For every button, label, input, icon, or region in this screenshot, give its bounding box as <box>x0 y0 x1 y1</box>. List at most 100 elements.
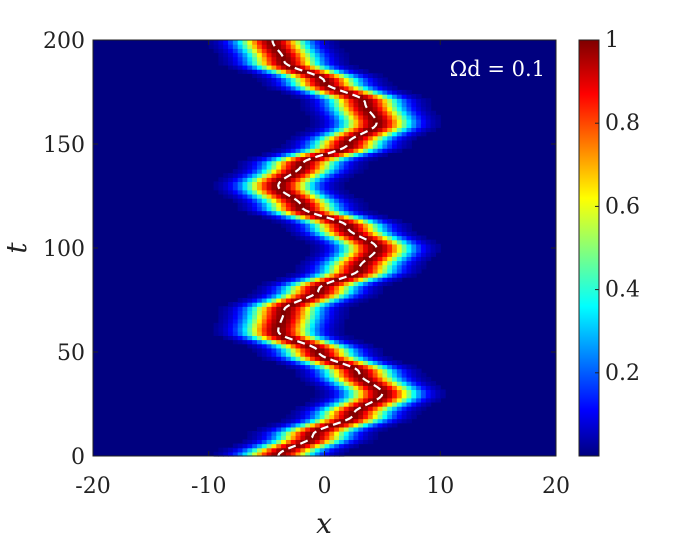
heatmap-cell <box>367 260 374 266</box>
heatmap-cell <box>392 364 398 370</box>
heatmap-cell <box>290 94 297 99</box>
heatmap-cell <box>377 376 383 382</box>
heatmap-cell <box>343 406 350 411</box>
heatmap-cell <box>353 89 359 95</box>
heatmap-cell <box>305 131 311 137</box>
heatmap-cell <box>314 144 321 149</box>
heatmap-cell <box>372 89 379 95</box>
heatmap-cell <box>295 406 301 411</box>
heatmap-cell <box>290 77 297 83</box>
heatmap-cell <box>242 297 248 303</box>
heatmap-cell <box>334 281 340 287</box>
heatmap-cell <box>401 252 408 257</box>
heatmap-cell <box>310 289 316 295</box>
heatmap-cell <box>295 177 301 183</box>
heatmap-cell <box>416 397 422 403</box>
heatmap-cell <box>425 389 432 395</box>
heatmap-cell <box>261 318 268 324</box>
heatmap-cell <box>324 135 330 141</box>
heatmap-cell <box>295 235 301 241</box>
heatmap-cell <box>338 285 345 291</box>
heatmap-cell <box>377 102 383 108</box>
heatmap-cell <box>343 85 350 91</box>
heatmap-cell <box>285 189 292 195</box>
heatmap-cell <box>387 81 393 87</box>
heatmap-cell <box>338 256 345 262</box>
heatmap-cell <box>338 173 345 178</box>
heatmap-cell <box>252 156 258 162</box>
heatmap-cell <box>295 227 301 232</box>
heatmap-cell <box>271 181 277 187</box>
heatmap-cell <box>261 443 268 449</box>
heatmap-cell <box>247 193 253 199</box>
heatmap-cell <box>310 426 316 432</box>
heatmap-cell <box>295 268 301 274</box>
heatmap-cell <box>348 260 355 266</box>
heatmap-cell <box>237 56 244 62</box>
heatmap-cell <box>334 135 340 141</box>
heatmap-cell <box>338 144 345 149</box>
heatmap-cell <box>358 69 364 74</box>
heatmap-cell <box>295 435 301 440</box>
heatmap-cell <box>387 243 393 249</box>
heatmap-cell <box>310 114 316 120</box>
heatmap-cell <box>363 293 369 299</box>
heatmap-cell <box>338 331 345 336</box>
heatmap-cell <box>334 160 340 166</box>
heatmap-cell <box>425 110 432 116</box>
heatmap-cell <box>392 235 398 241</box>
heatmap-cell <box>285 272 292 278</box>
heatmap-cell <box>367 410 374 415</box>
heatmap-cell <box>324 360 330 366</box>
heatmap-cell <box>290 343 297 349</box>
heatmap-cell <box>338 347 345 353</box>
heatmap-cell <box>329 135 335 141</box>
heatmap-cell <box>213 451 219 457</box>
heatmap-cell <box>247 168 253 174</box>
heatmap-cell <box>271 331 277 336</box>
heatmap-cell <box>271 52 277 58</box>
heatmap-cell <box>372 410 379 415</box>
heatmap-cell <box>324 381 330 386</box>
heatmap-cell <box>310 102 316 108</box>
heatmap-cell <box>247 48 253 54</box>
heatmap-cell <box>329 451 335 457</box>
heatmap-cell <box>367 114 374 120</box>
heatmap-cell <box>406 110 412 116</box>
heatmap-cell <box>334 114 340 120</box>
heatmap-cell <box>329 119 335 124</box>
heatmap-cell <box>319 306 326 311</box>
heatmap-cell <box>353 148 359 153</box>
heatmap-cell <box>392 94 398 99</box>
heatmap-cell <box>324 94 330 99</box>
heatmap-cell <box>285 352 292 357</box>
y-axis-label: t <box>0 242 33 254</box>
heatmap-cell <box>290 356 297 361</box>
heatmap-cell <box>314 368 321 374</box>
heatmap-cell <box>348 85 355 91</box>
heatmap-cell <box>285 160 292 166</box>
heatmap-cell <box>338 239 345 245</box>
heatmap-cell <box>420 110 427 116</box>
heatmap-cell <box>290 206 297 212</box>
heatmap-cell <box>285 360 292 366</box>
heatmap-cell <box>367 376 374 382</box>
heatmap-cell <box>281 310 287 316</box>
heatmap-cell <box>290 306 297 311</box>
heatmap-cell <box>358 102 364 108</box>
heatmap-cell <box>252 160 258 166</box>
heatmap-cell <box>276 360 282 366</box>
heatmap-cell <box>338 189 345 195</box>
heatmap-cell <box>343 81 350 87</box>
heatmap-cell <box>329 256 335 262</box>
heatmap-cell <box>261 297 268 303</box>
heatmap-cell <box>266 44 273 49</box>
heatmap-cell <box>256 339 263 345</box>
heatmap-cell <box>416 235 422 241</box>
heatmap-cell <box>305 447 311 453</box>
heatmap-cell <box>377 260 383 266</box>
heatmap-cell <box>338 73 345 79</box>
heatmap-cell <box>314 48 321 54</box>
heatmap-cell <box>295 368 301 374</box>
heatmap-cell <box>348 385 355 391</box>
